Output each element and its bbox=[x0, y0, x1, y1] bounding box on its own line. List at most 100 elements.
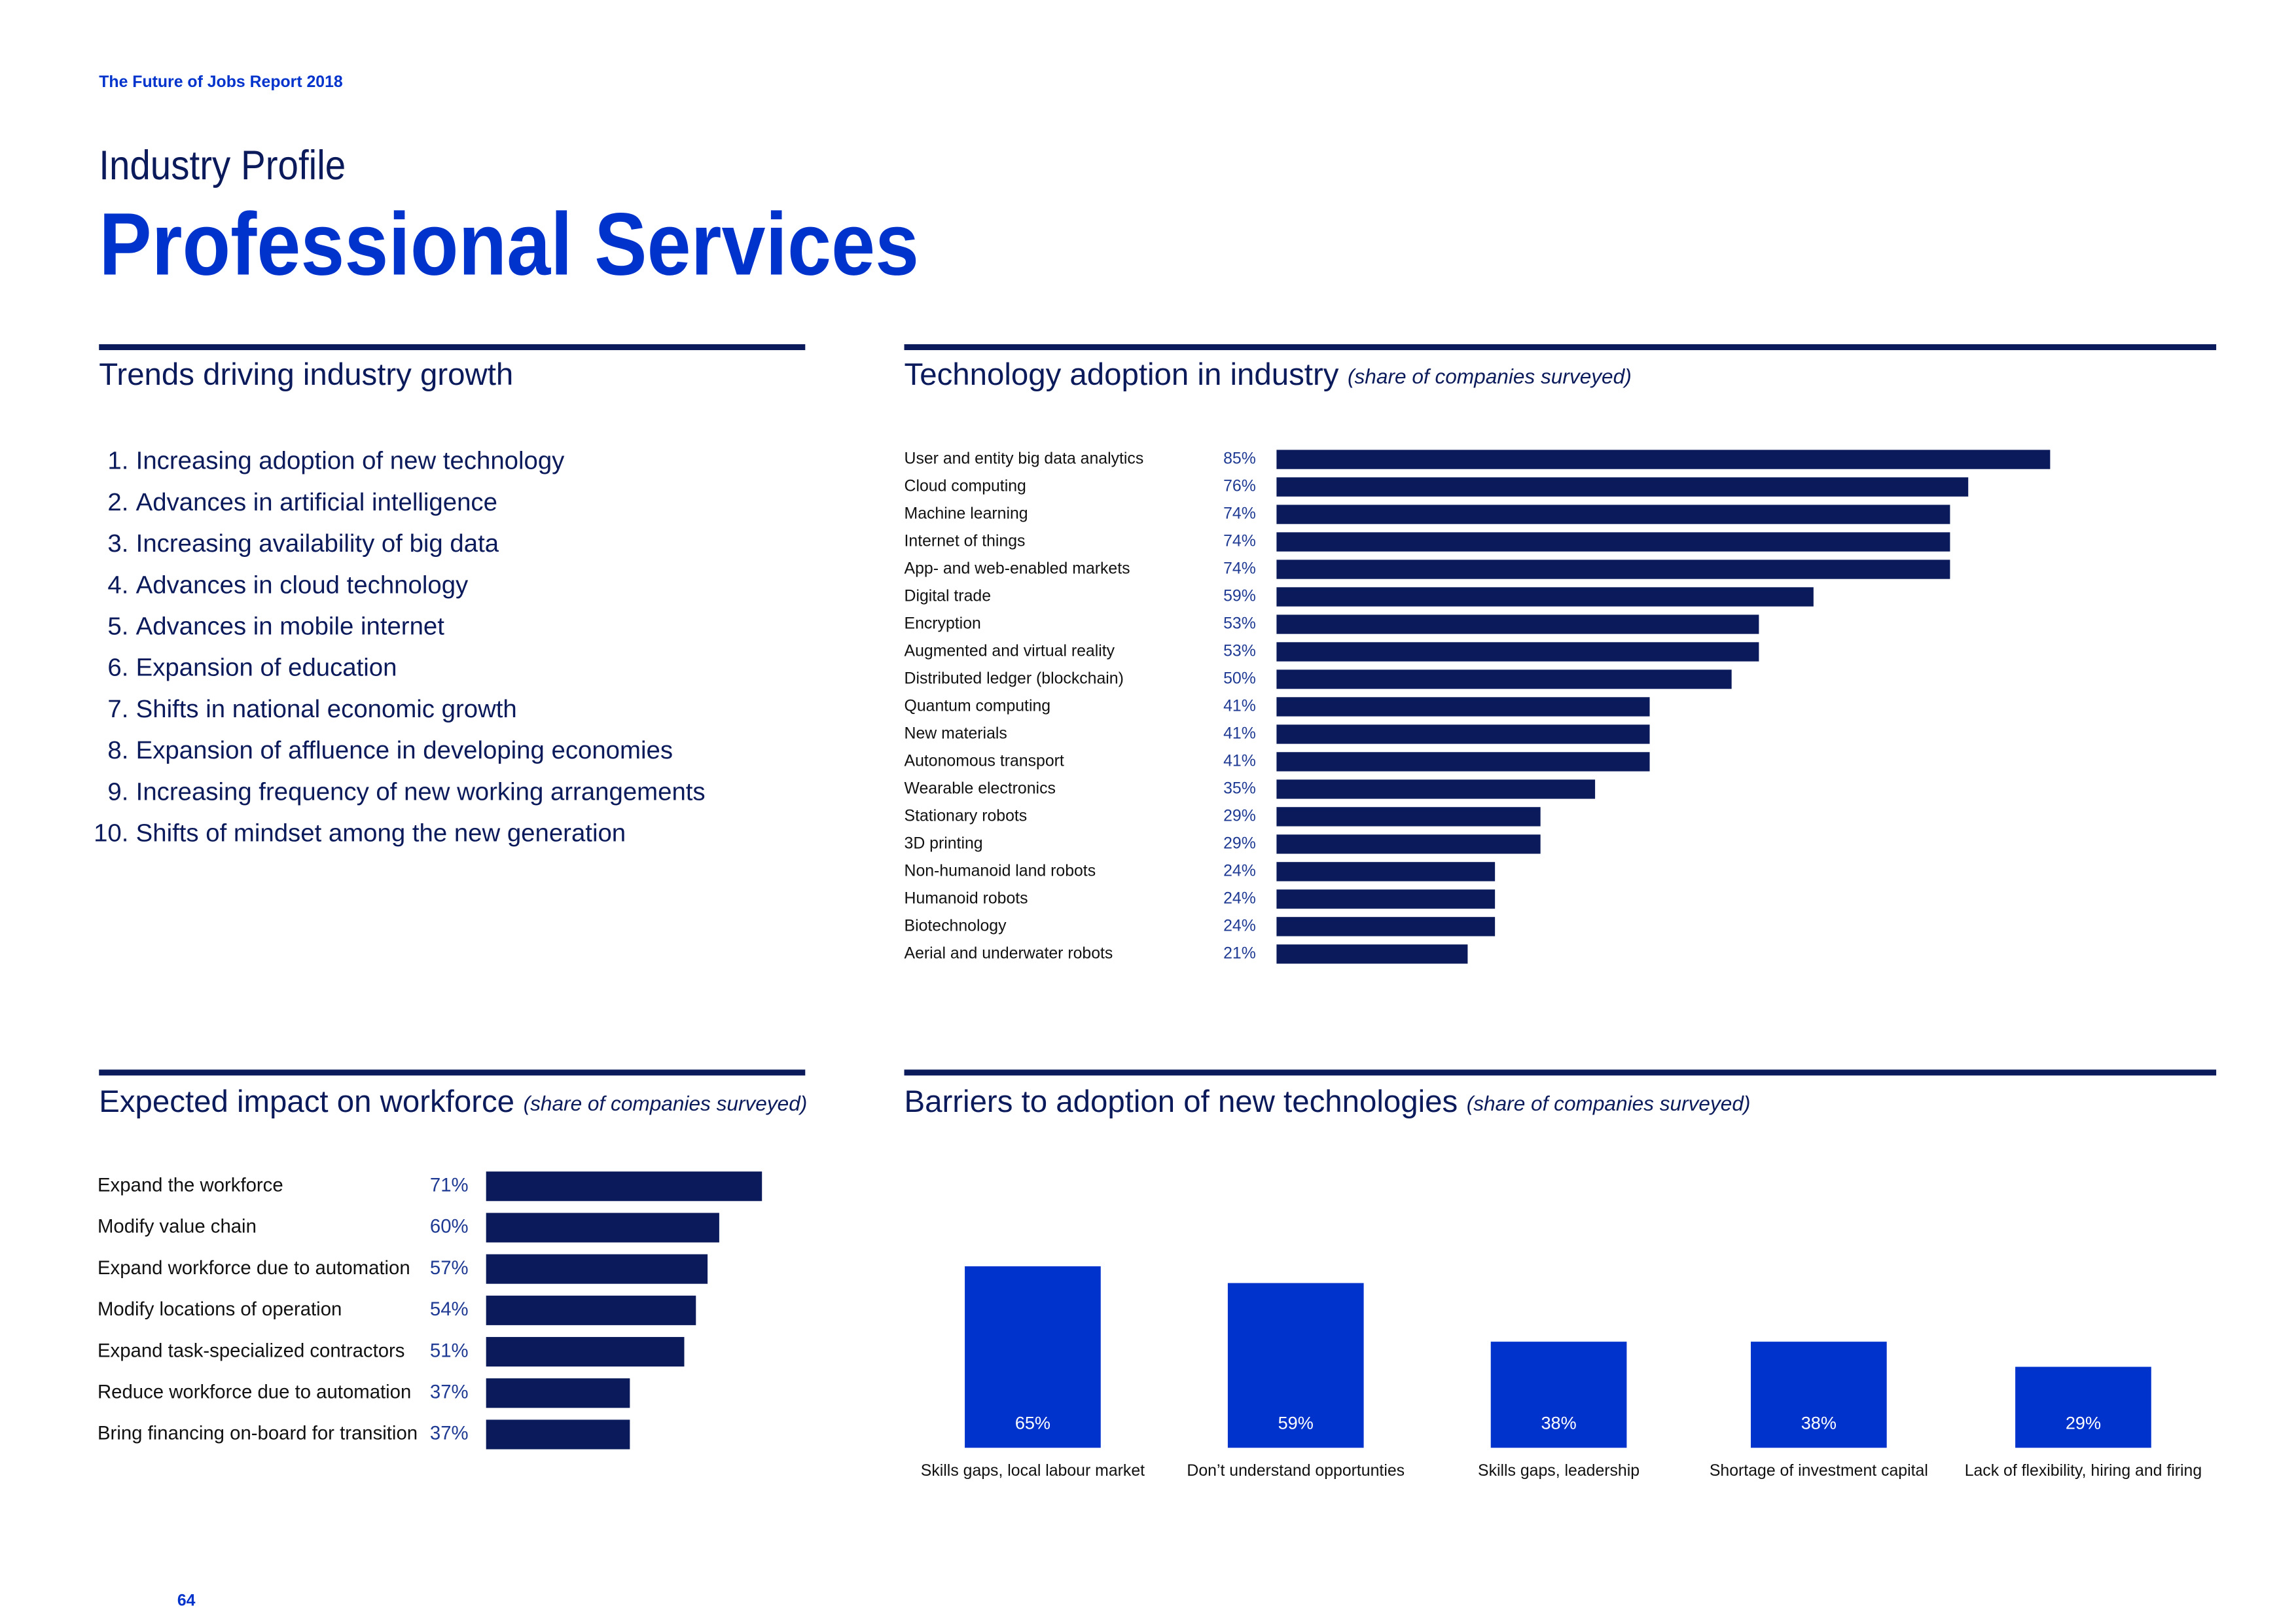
category-label: Stationary robots bbox=[905, 807, 1028, 825]
category-label: Distributed ledger (blockchain) bbox=[905, 670, 1124, 688]
list-number: 6. bbox=[107, 654, 128, 682]
section-rule bbox=[904, 344, 2217, 351]
category-label: Humanoid robots bbox=[905, 889, 1028, 907]
value-label: 76% bbox=[1223, 478, 1256, 495]
category-label: Aerial and underwater robots bbox=[905, 944, 1113, 962]
value-label: 24% bbox=[1223, 862, 1256, 880]
bar bbox=[1276, 779, 1596, 799]
list-number: 9. bbox=[107, 777, 128, 806]
category-label: User and entity big data analytics bbox=[905, 450, 1144, 468]
value-label: 74% bbox=[1223, 533, 1256, 550]
chart-title: Expected impact on workforce bbox=[99, 1084, 514, 1119]
category-label: Expand workforce due to automation bbox=[98, 1257, 410, 1279]
category-label: Expand the workforce bbox=[98, 1174, 283, 1196]
value-label: 74% bbox=[1223, 505, 1256, 523]
bar bbox=[1276, 917, 1496, 936]
section-rule bbox=[99, 344, 806, 351]
running-title: The Future of Jobs Report 2018 bbox=[99, 73, 343, 91]
bar bbox=[486, 1295, 696, 1325]
list-item: Advances in artificial intelligence bbox=[136, 488, 497, 516]
category-label: Expand task-specialized contractors bbox=[98, 1340, 404, 1361]
value-label: 85% bbox=[1223, 450, 1256, 468]
list-item: Shifts in national economic growth bbox=[136, 695, 517, 723]
category-label: Lack of flexibility, hiring and firing bbox=[1965, 1462, 2202, 1480]
category-label: Autonomous transport bbox=[905, 752, 1064, 770]
list-item: Increasing adoption of new technology bbox=[136, 447, 565, 475]
bar bbox=[1276, 642, 1759, 662]
value-label: 38% bbox=[1801, 1412, 1837, 1433]
value-label: 24% bbox=[1223, 917, 1256, 935]
bar bbox=[1276, 889, 1496, 909]
category-label: Shortage of investment capital bbox=[1710, 1462, 1928, 1480]
bar bbox=[1276, 560, 1950, 579]
section-rule bbox=[99, 1069, 806, 1076]
list-number: 4. bbox=[107, 571, 128, 599]
category-label: 3D printing bbox=[905, 834, 983, 852]
kicker: Industry Profile bbox=[99, 143, 346, 188]
chart-subtitle: (share of companies surveyed) bbox=[1467, 1092, 1751, 1115]
list-number: 7. bbox=[107, 695, 128, 723]
list-number: 3. bbox=[107, 529, 128, 558]
value-label: 37% bbox=[430, 1381, 469, 1402]
bar bbox=[486, 1171, 762, 1202]
bar bbox=[2015, 1366, 2151, 1448]
value-label: 38% bbox=[1541, 1412, 1576, 1433]
value-label: 41% bbox=[1223, 725, 1256, 743]
category-label: Quantum computing bbox=[905, 698, 1051, 715]
bar bbox=[1276, 724, 1650, 744]
category-label: Wearable electronics bbox=[905, 779, 1056, 797]
value-label: 35% bbox=[1223, 779, 1256, 797]
category-label: Augmented and virtual reality bbox=[905, 643, 1115, 660]
value-label: 29% bbox=[1223, 807, 1256, 825]
list-number: 5. bbox=[107, 613, 128, 641]
bar bbox=[1276, 807, 1541, 827]
bar bbox=[1276, 477, 1969, 497]
list-item: Advances in mobile internet bbox=[136, 613, 445, 641]
category-label: Reduce workforce due to automation bbox=[98, 1381, 411, 1402]
value-label: 21% bbox=[1223, 944, 1256, 962]
value-label: 51% bbox=[430, 1340, 469, 1361]
list-item: Shifts of mindset among the new generati… bbox=[136, 819, 626, 847]
value-label: 29% bbox=[2066, 1412, 2101, 1433]
bar bbox=[1276, 697, 1650, 717]
bar bbox=[1490, 1342, 1627, 1448]
value-label: 24% bbox=[1223, 889, 1256, 907]
chart-title: Barriers to adoption of new technologies bbox=[905, 1084, 1458, 1119]
page-number: 64 bbox=[177, 1592, 196, 1610]
list-item: Increasing availability of big data bbox=[136, 529, 499, 558]
value-label: 59% bbox=[1278, 1412, 1314, 1433]
list-item: Expansion of education bbox=[136, 654, 397, 682]
list-item: Expansion of affluence in developing eco… bbox=[136, 736, 673, 764]
chart-subtitle: (share of companies surveyed) bbox=[524, 1092, 808, 1115]
bar bbox=[1276, 587, 1814, 607]
category-label: Skills gaps, leadership bbox=[1478, 1462, 1640, 1480]
category-label: Encryption bbox=[905, 615, 981, 633]
value-label: 37% bbox=[430, 1423, 469, 1444]
bar bbox=[965, 1266, 1101, 1448]
list-number: 1. bbox=[107, 447, 128, 475]
bar bbox=[1276, 834, 1541, 854]
value-label: 29% bbox=[1223, 834, 1256, 852]
list-number: 10. bbox=[94, 819, 128, 847]
bar bbox=[1276, 615, 1759, 634]
list-item: Increasing frequency of new working arra… bbox=[136, 777, 706, 806]
bar bbox=[486, 1419, 630, 1450]
bar bbox=[1276, 752, 1650, 772]
bar bbox=[1276, 532, 1950, 552]
bar bbox=[1276, 944, 1468, 964]
category-label: Machine learning bbox=[905, 505, 1028, 523]
category-label: Biotechnology bbox=[905, 917, 1007, 935]
category-label: Digital trade bbox=[905, 588, 991, 605]
value-label: 59% bbox=[1223, 588, 1256, 605]
bar bbox=[1227, 1283, 1364, 1448]
value-label: 41% bbox=[1223, 698, 1256, 715]
value-label: 74% bbox=[1223, 560, 1256, 578]
value-label: 53% bbox=[1223, 643, 1256, 660]
bar bbox=[1751, 1342, 1887, 1448]
bar bbox=[486, 1336, 685, 1367]
category-label: Non-humanoid land robots bbox=[905, 862, 1096, 880]
category-label: Internet of things bbox=[905, 533, 1026, 550]
value-label: 50% bbox=[1223, 670, 1256, 688]
